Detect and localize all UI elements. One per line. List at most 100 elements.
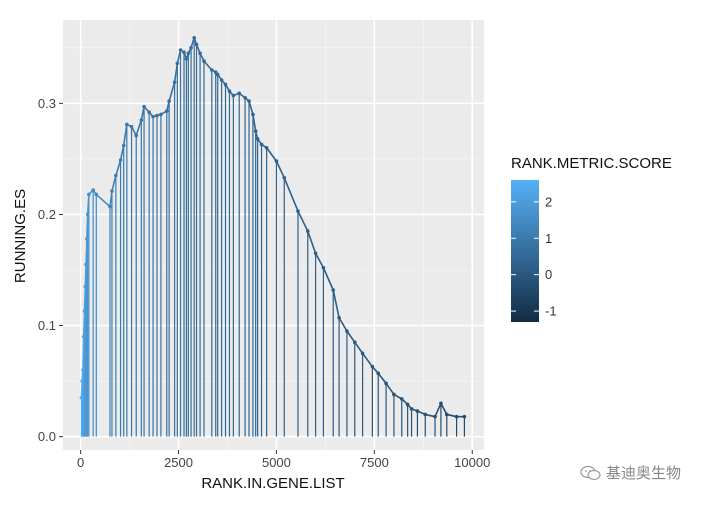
data-point <box>337 315 341 320</box>
data-point <box>129 124 134 129</box>
legend-tick-label: 2 <box>545 194 552 209</box>
data-point <box>370 364 375 369</box>
line-segment <box>307 230 317 254</box>
grid-major <box>63 20 484 450</box>
data-point <box>259 142 264 147</box>
data-point <box>81 368 85 372</box>
line-segment <box>95 193 111 208</box>
data-point <box>405 402 410 407</box>
panel-background <box>63 20 484 450</box>
line-segment <box>385 382 395 395</box>
line-segment <box>297 210 309 232</box>
data-point <box>182 50 186 55</box>
data-point <box>409 407 414 411</box>
data-point <box>345 329 349 333</box>
data-point <box>376 371 381 376</box>
data-point <box>462 414 467 419</box>
data-point <box>194 42 199 47</box>
data-point <box>85 212 90 217</box>
data-point <box>114 173 118 178</box>
y-axis-title: RUNNING.ES <box>12 189 29 283</box>
legend-tick-label: 1 <box>545 231 552 246</box>
data-point <box>110 189 114 193</box>
line-segment <box>122 124 128 146</box>
data-point <box>81 334 86 339</box>
line-segment <box>440 402 448 415</box>
line-segment <box>86 194 90 215</box>
data-point <box>264 145 269 150</box>
data-point <box>118 158 123 162</box>
y-tick-label: 0.2 <box>38 207 56 222</box>
data-point <box>296 209 300 213</box>
data-point <box>255 137 260 141</box>
data-point <box>237 91 242 96</box>
data-point <box>147 110 151 115</box>
data-point <box>80 379 84 383</box>
data-point <box>125 122 129 127</box>
data-point <box>87 192 91 197</box>
grid-minor <box>63 20 484 450</box>
line-segment <box>283 177 299 212</box>
watermark: 基迪奥生物 <box>580 462 681 483</box>
line-segment <box>275 160 285 179</box>
data-point <box>423 412 428 417</box>
legend-ticks: 2 1 0 -1 <box>511 194 557 319</box>
data-point <box>155 113 159 118</box>
line-segment <box>82 336 85 371</box>
data-point <box>91 188 95 192</box>
wechat-icon <box>580 465 601 480</box>
data-point <box>251 112 255 117</box>
line-segment <box>168 81 176 102</box>
data-point <box>178 48 183 52</box>
line-segment <box>115 159 122 176</box>
data-point <box>274 159 279 163</box>
data-point <box>85 237 89 241</box>
line-segment <box>314 252 325 269</box>
y-tick-label: 0.1 <box>38 318 56 333</box>
data-point <box>219 78 224 82</box>
x-axis-ticks: 0 2500 5000 7500 10000 <box>77 450 490 470</box>
data-point <box>352 340 357 345</box>
line-segment <box>82 311 86 337</box>
line-segment <box>354 341 364 354</box>
legend-tick-label: -1 <box>545 304 557 319</box>
line-segment <box>109 191 113 207</box>
data-point <box>231 93 236 98</box>
data-point <box>84 262 88 267</box>
data-point <box>159 112 163 117</box>
data-point <box>210 68 214 72</box>
data-point <box>94 192 99 197</box>
data-point <box>313 251 318 256</box>
line-segment <box>111 175 117 192</box>
line-segment <box>248 100 254 115</box>
running-es-points <box>79 35 467 419</box>
line-segment <box>377 372 387 384</box>
data-point <box>392 392 396 397</box>
y-tick-label: 0.3 <box>38 96 56 111</box>
data-point <box>167 99 171 103</box>
line-segment <box>84 264 87 287</box>
data-point <box>79 395 84 400</box>
data-point <box>202 59 206 63</box>
data-point <box>305 229 310 233</box>
x-axis-title: RANK.IN.GENE.LIST <box>201 475 344 492</box>
line-segment <box>135 119 143 136</box>
line-segment <box>203 60 213 71</box>
data-point <box>184 57 189 61</box>
data-point <box>253 129 258 133</box>
data-point <box>142 104 146 109</box>
data-point <box>121 143 126 148</box>
data-point <box>198 51 202 56</box>
data-point <box>282 175 287 180</box>
line-segment <box>361 352 374 368</box>
data-point <box>82 309 87 313</box>
line-segment <box>176 49 182 64</box>
data-point <box>433 414 437 419</box>
line-segment <box>83 286 87 312</box>
data-point <box>134 133 139 138</box>
line-segment <box>86 214 89 239</box>
x-tick-label: 2500 <box>164 455 193 470</box>
y-tick-label: 0.0 <box>38 429 56 444</box>
legend-colorbar <box>511 180 539 322</box>
line-segment <box>81 369 84 382</box>
